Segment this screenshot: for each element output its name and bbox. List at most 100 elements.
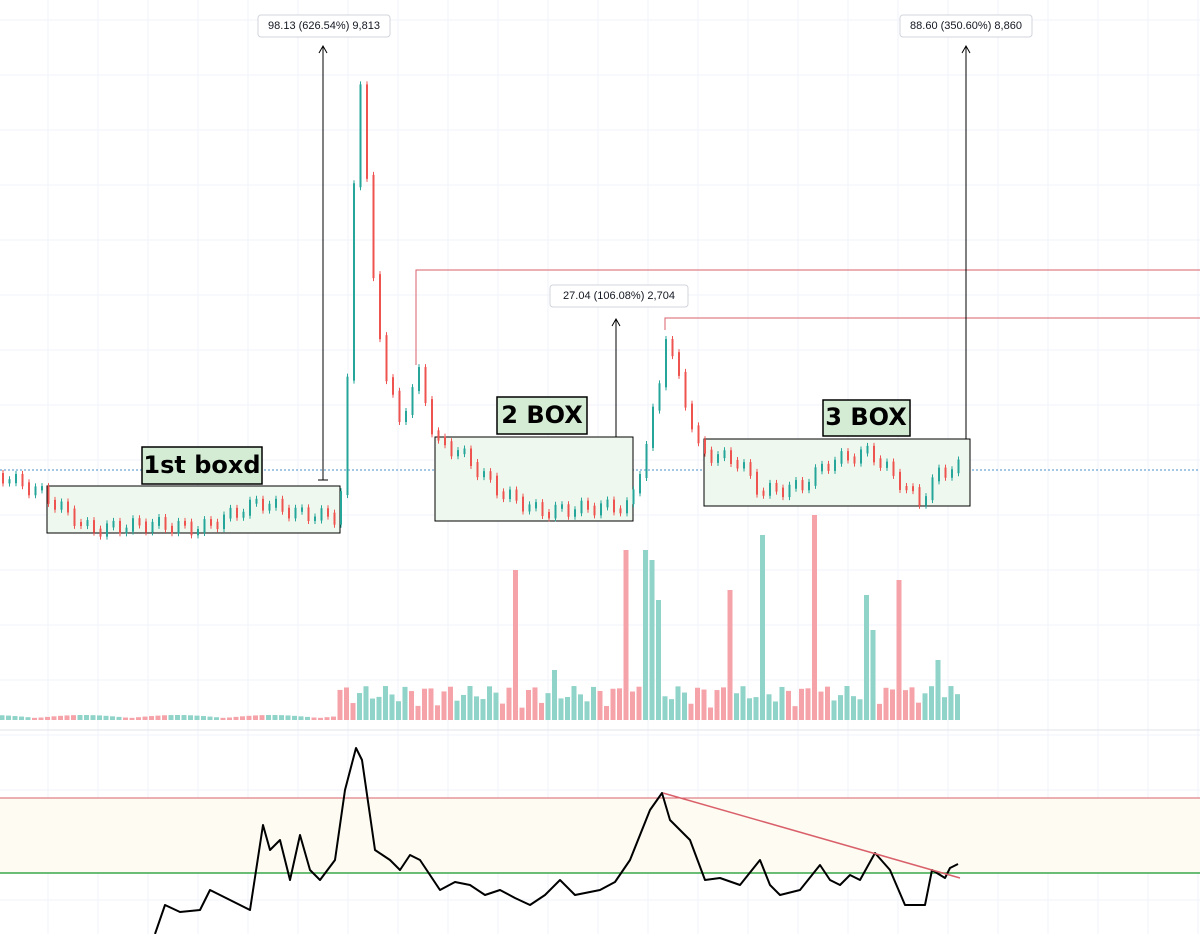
candle-body <box>392 377 394 395</box>
candle-body <box>333 512 336 525</box>
candle-body <box>229 507 232 519</box>
volume-bar <box>389 694 395 720</box>
candle-body <box>827 463 830 471</box>
volume-bar <box>727 590 733 720</box>
volume-bar <box>578 694 583 720</box>
volume-bar <box>571 686 577 720</box>
volume-bar <box>259 715 265 720</box>
candle-body <box>281 498 284 512</box>
candle-body <box>795 480 797 489</box>
candle-body <box>125 527 128 534</box>
candle-body <box>652 406 654 448</box>
volume-bar <box>636 686 642 720</box>
volume-bar <box>935 660 941 720</box>
candle-body <box>600 503 602 516</box>
candle-body <box>301 507 303 512</box>
volume-bar <box>812 515 817 720</box>
volume-bar <box>721 687 726 720</box>
volume-bar <box>825 686 830 720</box>
volume-bar <box>870 630 876 720</box>
candle-body <box>704 439 706 454</box>
volume-bar <box>734 693 739 720</box>
volume-bar <box>877 703 882 720</box>
candle-body <box>372 174 375 279</box>
volume-bar <box>565 696 570 720</box>
candle-body <box>450 441 453 457</box>
volume-bar <box>38 717 44 720</box>
volume-bar <box>805 688 811 720</box>
candle-body <box>873 445 875 463</box>
candle-body <box>262 498 264 511</box>
candle-body <box>353 183 355 381</box>
candle-body <box>106 523 108 537</box>
volume-bar <box>19 716 24 720</box>
volume-bar <box>942 697 947 720</box>
candle-body <box>671 339 674 357</box>
measure-label: 98.13 (626.54%) 9,813 <box>268 20 380 32</box>
volume-bar <box>32 717 37 720</box>
volume-bar <box>545 693 551 720</box>
candle-body <box>73 508 76 526</box>
candle-body <box>853 456 856 464</box>
candle-body <box>554 504 557 519</box>
volume-bar <box>350 703 356 720</box>
candle-body <box>457 450 459 457</box>
candle-body <box>938 467 940 482</box>
volume-bar <box>584 701 590 720</box>
volume-bar <box>240 716 245 720</box>
candle-body <box>411 387 414 415</box>
candle-body <box>756 471 758 495</box>
volume-bar <box>220 717 226 720</box>
volume-bar <box>740 686 746 720</box>
candle-body <box>184 520 186 526</box>
volume-bar <box>675 686 681 720</box>
candle-body <box>496 475 498 496</box>
volume-bar <box>123 717 128 720</box>
candle-body <box>424 367 427 404</box>
volume-bar <box>194 715 200 720</box>
candle-body <box>743 462 745 469</box>
candle-body <box>28 482 30 496</box>
volume-bar <box>331 716 336 720</box>
candle-body <box>632 489 635 505</box>
volume-bar <box>708 707 713 720</box>
volume-bar <box>448 686 453 720</box>
volume-bar <box>292 715 297 720</box>
candle-body <box>925 496 927 506</box>
volume-bar <box>539 702 544 720</box>
volume-bar <box>896 580 902 720</box>
volume-bar <box>688 703 694 720</box>
volume-bar <box>623 550 629 720</box>
candles <box>2 81 960 540</box>
candle-body <box>164 517 167 530</box>
candle-body <box>574 509 576 517</box>
candle-body <box>67 501 69 513</box>
volume-bar <box>558 698 564 720</box>
candle-body <box>561 504 563 509</box>
candle-body <box>931 477 934 501</box>
candle-body <box>431 399 433 435</box>
candle-body <box>80 521 82 527</box>
candle-body <box>587 500 589 510</box>
volume-bar <box>272 715 278 720</box>
volume-bar <box>415 705 421 720</box>
candle-body <box>528 504 531 512</box>
candle-body <box>158 517 160 526</box>
volume-bar <box>402 686 408 720</box>
candle-body <box>879 458 882 468</box>
candle-body <box>821 463 823 472</box>
candle-body <box>801 480 804 491</box>
volume-bar <box>116 716 122 720</box>
candle-body <box>580 500 583 514</box>
candle-body <box>190 521 193 536</box>
volume-bar <box>6 715 11 720</box>
volume-bar <box>760 535 765 720</box>
candle-body <box>314 516 316 522</box>
candle-body <box>717 454 719 463</box>
rsi-line <box>154 747 959 934</box>
candle-body <box>249 499 251 516</box>
volume-bar <box>155 715 161 720</box>
candle-body <box>385 335 388 382</box>
candle-body <box>8 479 11 484</box>
